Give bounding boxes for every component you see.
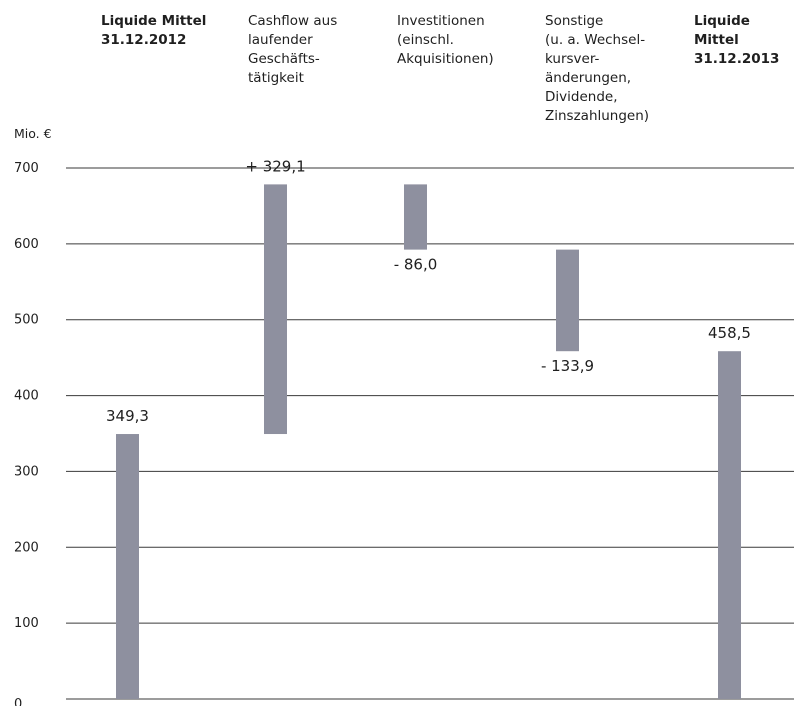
category-header-cashflow: Cashflow aus laufender Geschäfts- tätigk… — [248, 13, 338, 86]
value-label-3: - 133,9 — [541, 357, 594, 375]
y-tick-label: 600 — [14, 237, 39, 252]
bar-1 — [264, 184, 287, 435]
category-header-liquide-mittel-2013: Liquide Mittel 31.12.2013 — [694, 13, 780, 67]
value-label-1: + 329,1 — [245, 157, 305, 175]
bars — [116, 184, 741, 699]
bar-0 — [116, 434, 139, 699]
bar-2 — [404, 184, 427, 250]
unit-label: Mio. € — [14, 126, 52, 141]
value-label-4: 458,5 — [708, 324, 751, 342]
bar-4 — [718, 351, 741, 699]
value-label-background — [377, 253, 454, 276]
y-tick-label: 100 — [14, 616, 39, 631]
y-tick-label: 400 — [14, 389, 39, 404]
value-label-background — [529, 355, 606, 378]
value-labels: 349,3 + 329,1 - 86,0 - 133,9 458,5 — [106, 157, 751, 425]
category-header-investitionen: Investitionen (einschl. Akquisitionen) — [397, 13, 494, 67]
y-tick-label: 200 — [14, 540, 39, 555]
y-tick-label: 300 — [14, 464, 39, 479]
bar-3 — [556, 249, 579, 352]
y-tick-label: 700 — [14, 161, 39, 176]
category-header-liquide-mittel-2012: Liquide Mittel 31.12.2012 — [101, 13, 207, 48]
y-tick-label: 0 — [14, 697, 22, 706]
y-axis-ticks: 700 600 500 400 300 200 100 0 — [14, 161, 39, 706]
value-label-2: - 86,0 — [394, 256, 438, 274]
y-tick-label: 500 — [14, 313, 39, 328]
gridlines — [66, 167, 794, 700]
category-header-sonstige: Sonstige (u. a. Wechsel- kursver- änderu… — [545, 13, 650, 124]
value-label-0: 349,3 — [106, 407, 149, 425]
